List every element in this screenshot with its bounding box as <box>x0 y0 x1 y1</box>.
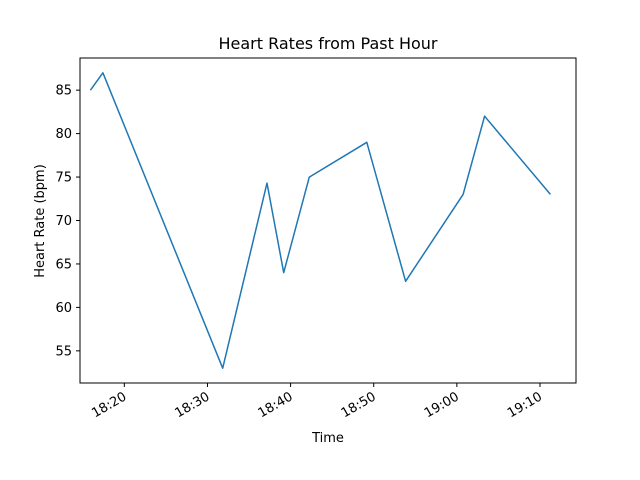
series-line <box>89 72 551 369</box>
y-tick-label: 75 <box>55 171 72 186</box>
chart-title: Heart Rates from Past Hour <box>218 34 437 53</box>
y-axis-ticks: 55 60 65 70 75 80 85 <box>55 84 80 359</box>
y-tick-label: 85 <box>55 84 72 99</box>
series-layer <box>89 72 551 369</box>
x-tick-label: 18:40 <box>256 389 296 421</box>
x-tick-label: 18:20 <box>89 389 129 421</box>
y-tick-label: 60 <box>55 301 72 316</box>
x-axis-ticks: 18:20 18:30 18:40 18:50 19:00 19:10 <box>89 383 545 421</box>
x-tick-label: 19:10 <box>505 389 545 421</box>
y-tick-label: 65 <box>55 257 72 272</box>
plot-area <box>79 57 577 384</box>
x-tick-label: 19:00 <box>422 389 462 421</box>
x-axis-label: Time <box>311 431 344 446</box>
x-tick-label: 18:30 <box>173 389 213 421</box>
y-tick-label: 80 <box>55 127 72 142</box>
y-tick-label: 55 <box>55 344 72 359</box>
y-axis-label: Heart Rate (bpm) <box>33 164 48 278</box>
y-tick-label: 70 <box>55 214 72 229</box>
x-tick-label: 18:50 <box>339 389 379 421</box>
